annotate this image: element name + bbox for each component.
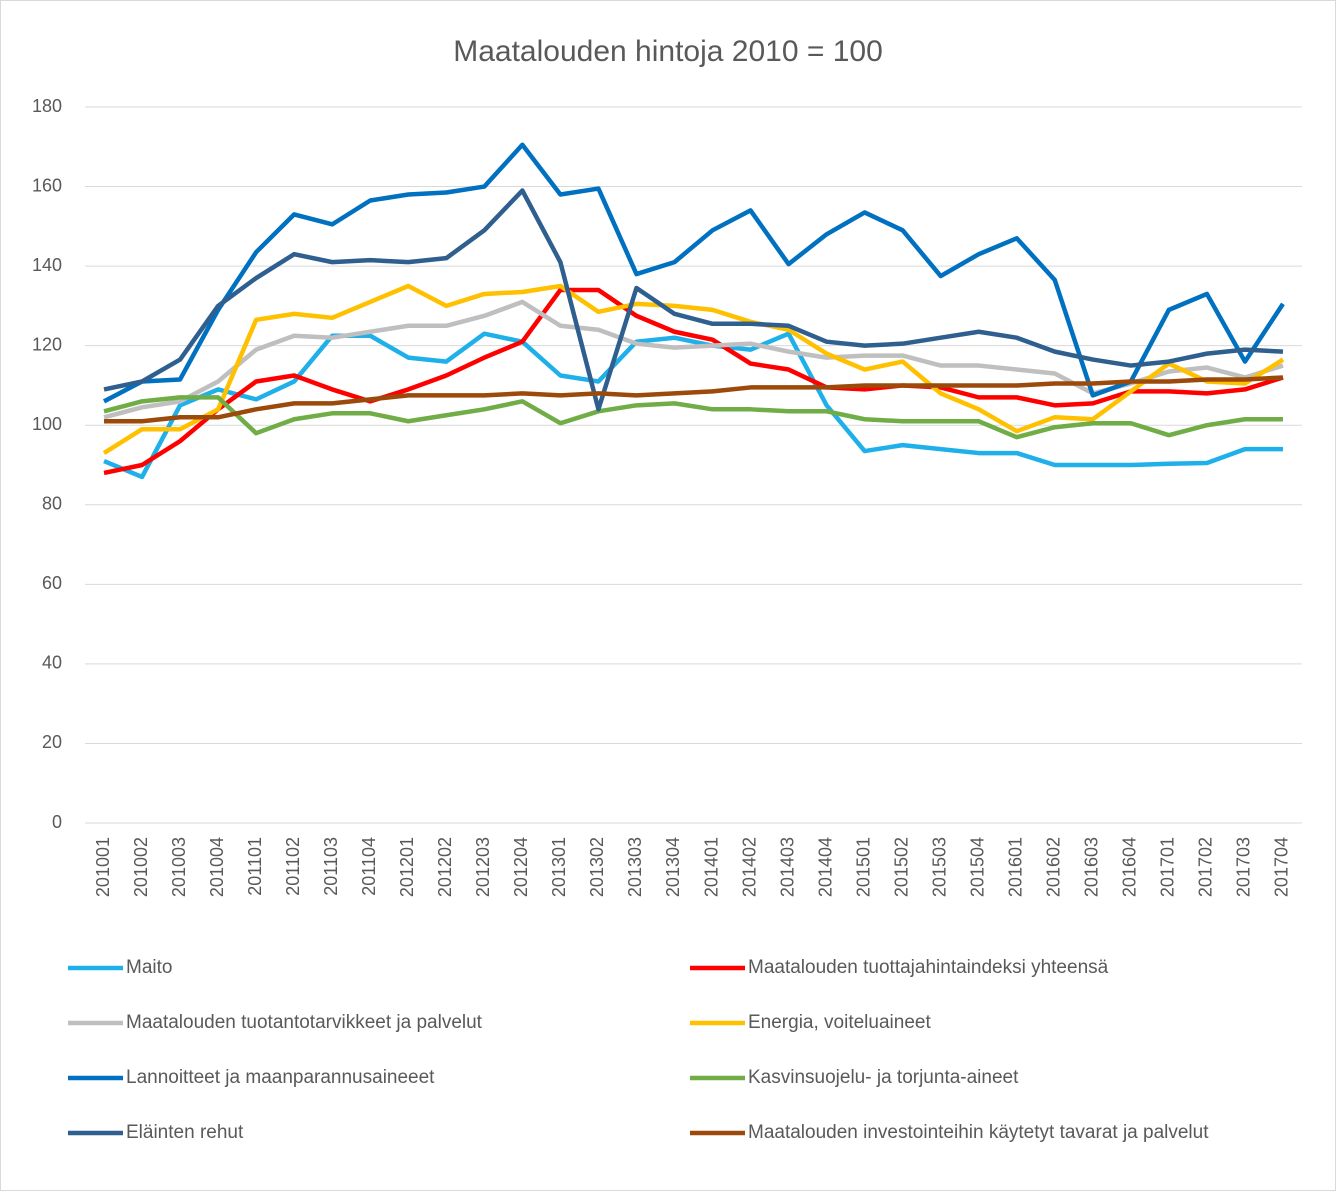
legend-label: Lannoitteet ja maanparannusaineeet [126, 1067, 435, 1088]
chart-title: Maatalouden hintoja 2010 = 100 [453, 35, 883, 68]
series-line [103, 287, 1284, 476]
y-tick-label: 120 [32, 334, 62, 354]
x-tick-label: 201603 [1082, 837, 1102, 897]
series-line [103, 299, 1284, 420]
y-tick-label: 100 [32, 414, 62, 434]
x-tick-label: 201304 [663, 837, 683, 897]
x-tick-label: 201703 [1234, 837, 1254, 897]
x-tick-label: 201102 [283, 837, 303, 896]
x-tick-label: 201003 [169, 837, 189, 897]
y-tick-label: 0 [52, 812, 62, 832]
x-tick-label: 201103 [321, 837, 341, 896]
x-tick-label: 201604 [1120, 837, 1140, 897]
legend-label: Maatalouden tuottajahintaindeksi yhteens… [748, 957, 1109, 978]
legend-label: Maito [126, 957, 172, 978]
y-tick-label: 140 [32, 255, 62, 275]
x-tick-label: 201204 [511, 837, 531, 897]
x-tick-label: 201502 [891, 837, 911, 897]
legend-label: Maatalouden tuotantotarvikkeet ja palvel… [126, 1012, 483, 1033]
series-line [103, 331, 1283, 480]
x-tick-label: 201201 [397, 837, 417, 897]
x-tick-label: 201503 [929, 837, 949, 897]
series-line [103, 395, 1283, 440]
x-tick-label: 201301 [549, 837, 569, 897]
x-tick-label: 201602 [1044, 837, 1064, 897]
y-tick-label: 180 [32, 96, 62, 116]
x-tick-label: 201104 [359, 837, 379, 896]
x-tick-label: 201402 [739, 837, 759, 897]
x-tick-label: 201702 [1196, 837, 1216, 897]
y-tick-label: 20 [42, 732, 62, 752]
x-tick-label: 201404 [815, 837, 835, 897]
x-tick-label: 201704 [1272, 837, 1292, 897]
series-line [103, 188, 1284, 412]
x-tick-label: 201302 [587, 837, 607, 897]
x-tick-label: 201403 [777, 837, 797, 897]
x-tick-label: 201101 [245, 837, 265, 896]
x-tick-label: 201002 [131, 837, 151, 897]
series-line [104, 375, 1284, 424]
y-tick-label: 160 [32, 175, 62, 195]
x-tick-label: 201203 [473, 837, 493, 897]
series-line [102, 283, 1285, 455]
y-tick-label: 40 [42, 653, 62, 673]
x-tick-label: 201004 [207, 837, 227, 897]
legend-label: Kasvinsuojelu- ja torjunta-aineet [748, 1067, 1019, 1088]
x-tick-label: 201501 [853, 837, 873, 897]
series-line [102, 142, 1285, 404]
x-tick-label: 201601 [1006, 837, 1026, 897]
y-tick-label: 60 [42, 573, 62, 593]
y-tick-label: 80 [42, 494, 62, 514]
x-tick-label: 201701 [1158, 837, 1178, 897]
x-tick-label: 201202 [435, 837, 455, 897]
x-tick-label: 201001 [93, 837, 113, 897]
legend-label: Energia, voiteluaineet [748, 1012, 931, 1033]
x-tick-label: 201504 [967, 837, 987, 897]
legend-label: Eläinten rehut [126, 1122, 244, 1143]
x-tick-label: 201401 [701, 837, 721, 897]
x-tick-label: 201303 [625, 837, 645, 897]
legend-label: Maatalouden investointeihin käytetyt tav… [748, 1122, 1209, 1143]
